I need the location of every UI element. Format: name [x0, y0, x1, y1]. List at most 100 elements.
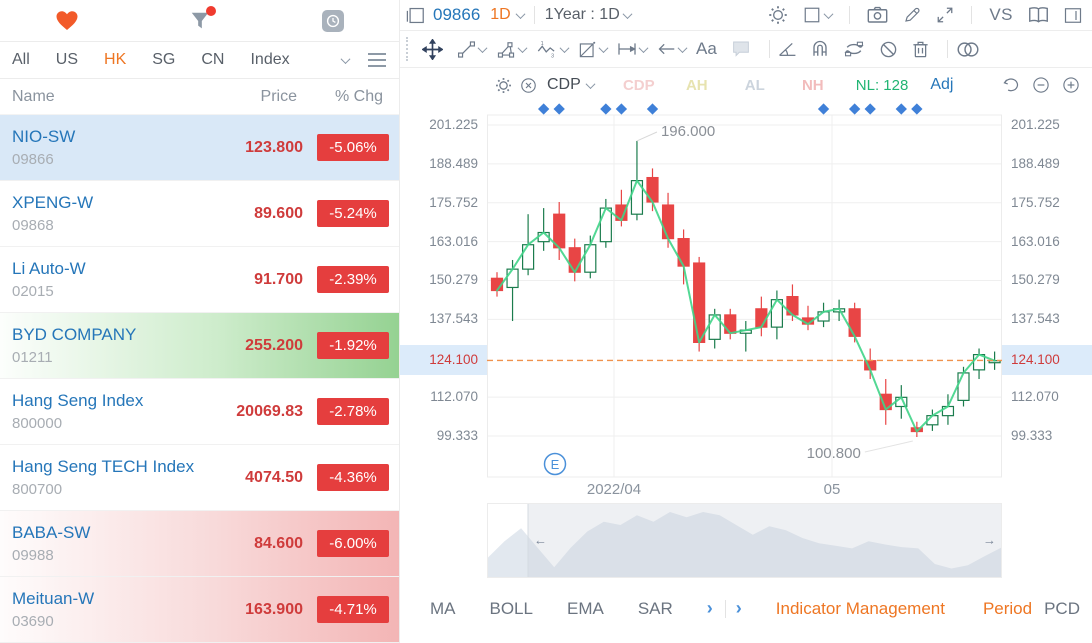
- indicator-management-button[interactable]: Indicator Management: [775, 598, 945, 618]
- col-price[interactable]: Price: [260, 87, 297, 105]
- market-tab-cn[interactable]: CN: [201, 51, 225, 68]
- screener-funnel-icon[interactable]: [180, 5, 220, 32]
- screenshot-camera-icon[interactable]: [867, 6, 888, 24]
- zoom-out-icon[interactable]: [1032, 76, 1050, 94]
- y-axis-label: 112.070: [430, 389, 478, 405]
- y-axis-right: 201.225 188.489 175.752 163.016 150.279 137.5…: [1002, 102, 1092, 497]
- comment-bubble-tool[interactable]: [731, 40, 751, 58]
- y-axis-label: 175.752: [429, 194, 478, 210]
- list-menu-icon[interactable]: [367, 52, 387, 68]
- faded-indicator-cdp[interactable]: CDP: [622, 76, 655, 94]
- market-tab-us[interactable]: US: [55, 51, 79, 68]
- y-axis-label: 150.279: [1011, 272, 1060, 288]
- shape-tool[interactable]: [496, 40, 528, 59]
- watchlist-row-02015[interactable]: Li Auto-W 02015 91.700 -2.39%: [0, 247, 399, 313]
- faded-indicator-al[interactable]: AL: [744, 76, 765, 94]
- stock-change-badge: -5.24%: [317, 200, 389, 227]
- undo-icon[interactable]: [1002, 77, 1020, 93]
- watchlist-toolbar: [0, 0, 399, 42]
- watchlist-row-01211[interactable]: BYD COMPANY 01211 255.200 -1.92%: [0, 313, 399, 379]
- candlestick-chart[interactable]: 196.000 100.800 E 2022/04 05: [487, 102, 1002, 497]
- trendline-tool[interactable]: [457, 40, 488, 59]
- watchlist-row-800700[interactable]: Hang Seng TECH Index 800700 4074.50 -4.3…: [0, 445, 399, 511]
- market-tab-all[interactable]: All: [12, 51, 30, 68]
- history-clock-icon[interactable]: [313, 9, 353, 32]
- faded-indicator-nh[interactable]: NH: [801, 76, 824, 94]
- interval-label[interactable]: 1D: [490, 6, 511, 23]
- indicators-next-chevron[interactable]: ›: [735, 598, 742, 618]
- layout-chevron-icon[interactable]: [823, 8, 834, 19]
- high-annotation: 196.000: [661, 123, 715, 140]
- delete-drawings-tool[interactable]: [912, 40, 929, 59]
- faded-indicator-ah[interactable]: AH: [685, 76, 708, 94]
- indicator-close-icon[interactable]: [520, 77, 537, 94]
- indicator-boll-button[interactable]: BOLL: [489, 598, 533, 618]
- layout-icon[interactable]: [803, 6, 821, 24]
- compare-vs-button[interactable]: VS: [989, 5, 1013, 24]
- gann-box-tool[interactable]: [578, 40, 609, 59]
- svg-text:1: 1: [541, 40, 544, 46]
- y-axis-label: 99.333: [436, 427, 478, 443]
- indicators-more-chevron[interactable]: ›: [706, 598, 713, 618]
- y-axis-label: 112.070: [1011, 389, 1059, 405]
- symbol-code[interactable]: 09866: [433, 5, 481, 24]
- chart-navigator[interactable]: ← →: [487, 503, 1002, 578]
- watchlist-row-09866[interactable]: NIO-SW 09866 123.800 -5.06%: [0, 115, 399, 181]
- hide-drawings-tool[interactable]: [879, 40, 898, 59]
- draw-pencil-icon[interactable]: [903, 6, 921, 24]
- measure-tool[interactable]: [617, 41, 649, 57]
- text-tool[interactable]: Aa: [696, 39, 717, 58]
- stock-change-badge: -6.00%: [317, 530, 389, 557]
- favorites-heart-icon[interactable]: [47, 10, 87, 32]
- sync-drawings-tool[interactable]: [843, 40, 865, 58]
- range-chevron-icon[interactable]: [622, 8, 633, 19]
- toolbar-drag-handle[interactable]: [406, 37, 414, 61]
- indicator-ma-button[interactable]: MA: [430, 598, 456, 618]
- stock-name: BYD COMPANY: [12, 324, 137, 344]
- market-tab-hk[interactable]: HK: [104, 51, 127, 68]
- market-tab-index[interactable]: Index: [250, 51, 290, 68]
- panel-left-icon[interactable]: [406, 7, 425, 24]
- watchlist-row-800000[interactable]: Hang Seng Index 800000 20069.83 -2.78%: [0, 379, 399, 445]
- fullscreen-expand-icon[interactable]: [936, 6, 954, 24]
- indicator-sar-button[interactable]: SAR: [637, 598, 673, 618]
- period-button[interactable]: Period: [982, 598, 1033, 618]
- magnet-tool[interactable]: [811, 40, 829, 58]
- watchlist-row-09868[interactable]: XPENG-W 09868 89.600 -5.24%: [0, 181, 399, 247]
- indicator-name[interactable]: CDP: [547, 76, 581, 93]
- indicator-bottombar: MA BOLL EMA SAR › › Indicator Management Pe…: [400, 578, 1092, 643]
- indicator-ema-button[interactable]: EMA: [566, 598, 604, 618]
- cursor-move-tool[interactable]: [422, 38, 443, 60]
- event-marker: E: [551, 457, 560, 472]
- y-axis-label: 188.489: [429, 155, 478, 171]
- stock-price: 255.200: [245, 336, 303, 354]
- current-price-label: 124.100: [1002, 345, 1092, 376]
- navigator-selection: [528, 504, 1001, 577]
- zoom-in-icon[interactable]: [1062, 76, 1080, 94]
- indicator-gear-icon[interactable]: [495, 77, 512, 94]
- overlay-compare-tool[interactable]: [956, 41, 980, 58]
- interval-chevron-icon[interactable]: [515, 8, 526, 19]
- col-chg[interactable]: % Chg: [334, 87, 383, 105]
- indicator-chevron-icon[interactable]: [585, 78, 596, 89]
- watchlist-row-09988[interactable]: BABA-SW 09988 84.600 -6.00%: [0, 511, 399, 577]
- panel-right-icon[interactable]: [1064, 7, 1082, 24]
- col-name[interactable]: Name: [12, 87, 55, 105]
- range-label[interactable]: 1Year : 1D: [544, 6, 620, 23]
- period-value: PCD: [1044, 598, 1080, 618]
- nl-value[interactable]: NL: 128: [855, 76, 909, 94]
- tabs-chevron-down-icon[interactable]: [340, 53, 351, 64]
- arrow-tool[interactable]: [657, 42, 688, 56]
- stock-price: 20069.83: [236, 402, 303, 420]
- market-tab-sg[interactable]: SG: [152, 51, 176, 68]
- adjust-button[interactable]: Adj: [930, 76, 954, 93]
- stock-change-badge: -2.39%: [317, 266, 389, 293]
- chart-settings-gear-icon[interactable]: [768, 5, 788, 25]
- angle-tool[interactable]: [778, 41, 797, 57]
- chart-region[interactable]: 201.225 188.489 175.752 163.016 150.279 137.5…: [400, 102, 1092, 497]
- watchlist-row-03690[interactable]: Meituan-W 03690 163.900 -4.71%: [0, 577, 399, 643]
- chart-panel: 09866 1D 1Year : 1D VS: [400, 0, 1092, 643]
- playbook-book-icon[interactable]: [1028, 6, 1049, 24]
